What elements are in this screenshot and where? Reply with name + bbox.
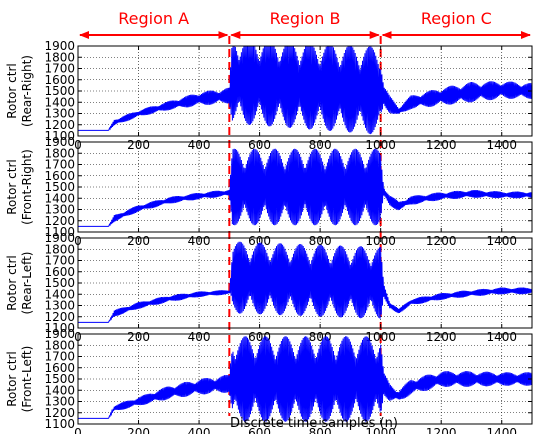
y-tick-label: 1500 <box>44 84 75 98</box>
y-tick-label: 1700 <box>44 62 75 76</box>
y-tick-label: 1700 <box>44 254 75 268</box>
y-tick-label: 1800 <box>44 50 75 64</box>
panel-1: 1100120013001400150016001700180019000200… <box>5 39 533 152</box>
y-axis-title-line2: (Rear-Left) <box>20 252 34 315</box>
y-tick-label: 1300 <box>44 203 75 217</box>
y-tick-label: 1400 <box>44 287 75 301</box>
y-tick-label: 1600 <box>44 73 75 87</box>
y-tick-label: 1400 <box>44 191 75 205</box>
y-tick-label: 1900 <box>44 135 75 149</box>
y-tick-label: 1800 <box>44 146 75 160</box>
y-axis-title-line1: Rotor ctrl <box>5 255 19 311</box>
series-line <box>78 241 532 323</box>
y-tick-label: 1200 <box>44 118 75 132</box>
y-tick-label: 1400 <box>44 383 75 397</box>
y-tick-label: 1100 <box>44 225 75 239</box>
region-label: Region B <box>270 9 341 28</box>
y-tick-label: 1900 <box>44 327 75 341</box>
x-tick-label: 0 <box>74 426 82 434</box>
y-axis-title-line2: (Rear-Right) <box>20 55 34 127</box>
y-tick-label: 1800 <box>44 242 75 256</box>
region-label: Region A <box>118 9 189 28</box>
x-axis-title: Discrete time samples (n) <box>230 416 398 431</box>
y-axis-title-line2: (Front-Left) <box>20 346 34 413</box>
y-tick-label: 1500 <box>44 180 75 194</box>
y-tick-label: 1700 <box>44 158 75 172</box>
x-tick-label: 800 <box>309 426 332 434</box>
y-axis-title-line2: (Front-Right) <box>20 149 34 225</box>
y-tick-label: 1200 <box>44 214 75 228</box>
y-tick-label: 1200 <box>44 406 75 420</box>
y-tick-label: 1800 <box>44 338 75 352</box>
y-tick-label: 1500 <box>44 276 75 290</box>
series-line <box>78 46 532 135</box>
y-tick-label: 1700 <box>44 350 75 364</box>
y-tick-label: 1600 <box>44 361 75 375</box>
x-tick-label: 1400 <box>486 426 517 434</box>
x-tick-label: 600 <box>248 426 271 434</box>
x-tick-label: 200 <box>127 426 150 434</box>
y-tick-label: 1600 <box>44 169 75 183</box>
x-tick-label: 1000 <box>365 426 396 434</box>
x-tick-label: 400 <box>188 426 211 434</box>
y-axis-title-line1: Rotor ctrl <box>5 63 19 119</box>
y-tick-label: 1900 <box>44 231 75 245</box>
y-tick-label: 1600 <box>44 265 75 279</box>
y-tick-label: 1300 <box>44 299 75 313</box>
x-tick-label: 1200 <box>426 426 457 434</box>
y-axis-title-line1: Rotor ctrl <box>5 351 19 407</box>
chart-panels: 1100120013001400150016001700180019000200… <box>5 39 533 434</box>
y-tick-label: 1100 <box>44 321 75 335</box>
series-line <box>78 148 532 227</box>
y-tick-label: 1400 <box>44 95 75 109</box>
y-tick-label: 1500 <box>44 372 75 386</box>
y-tick-label: 1100 <box>44 417 75 431</box>
series-line <box>78 336 532 422</box>
y-tick-label: 1300 <box>44 395 75 409</box>
y-tick-label: 1200 <box>44 310 75 324</box>
y-axis-title-line1: Rotor ctrl <box>5 159 19 215</box>
y-tick-label: 1900 <box>44 39 75 53</box>
y-tick-label: 1100 <box>44 129 75 143</box>
y-tick-label: 1300 <box>44 107 75 121</box>
region-label: Region C <box>421 9 492 28</box>
